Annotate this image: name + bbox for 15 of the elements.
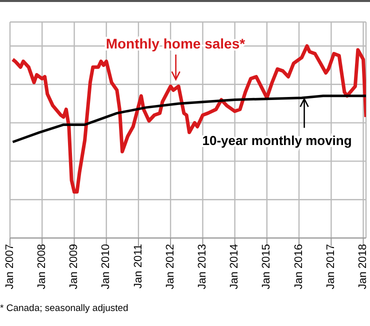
- x-tick-label: Jan 2010: [100, 244, 112, 290]
- x-tick-label: Jan 2015: [260, 244, 273, 290]
- x-tick-label: Jan 2016: [292, 244, 305, 290]
- x-tick-label: Jan 2009: [68, 244, 80, 290]
- x-tick-label: Jan 2014: [228, 244, 241, 290]
- x-tick-label: Jan 2007: [4, 244, 16, 290]
- x-tick-label: Jan 2017: [324, 244, 337, 290]
- text: * Canada; seasonally adjusted: [0, 303, 128, 314]
- annotation: Monthly home sales*: [106, 36, 246, 52]
- x-tick-label: Jan 2012: [164, 244, 176, 290]
- x-tick-label: Jan 2011: [132, 244, 144, 288]
- annotation: 10-year monthly moving: [202, 132, 352, 148]
- x-tick-label: Jan 2008: [36, 244, 48, 290]
- x-tick-label: Jan 2018: [357, 244, 370, 290]
- x-tick-label: Jan 2013: [196, 244, 209, 290]
